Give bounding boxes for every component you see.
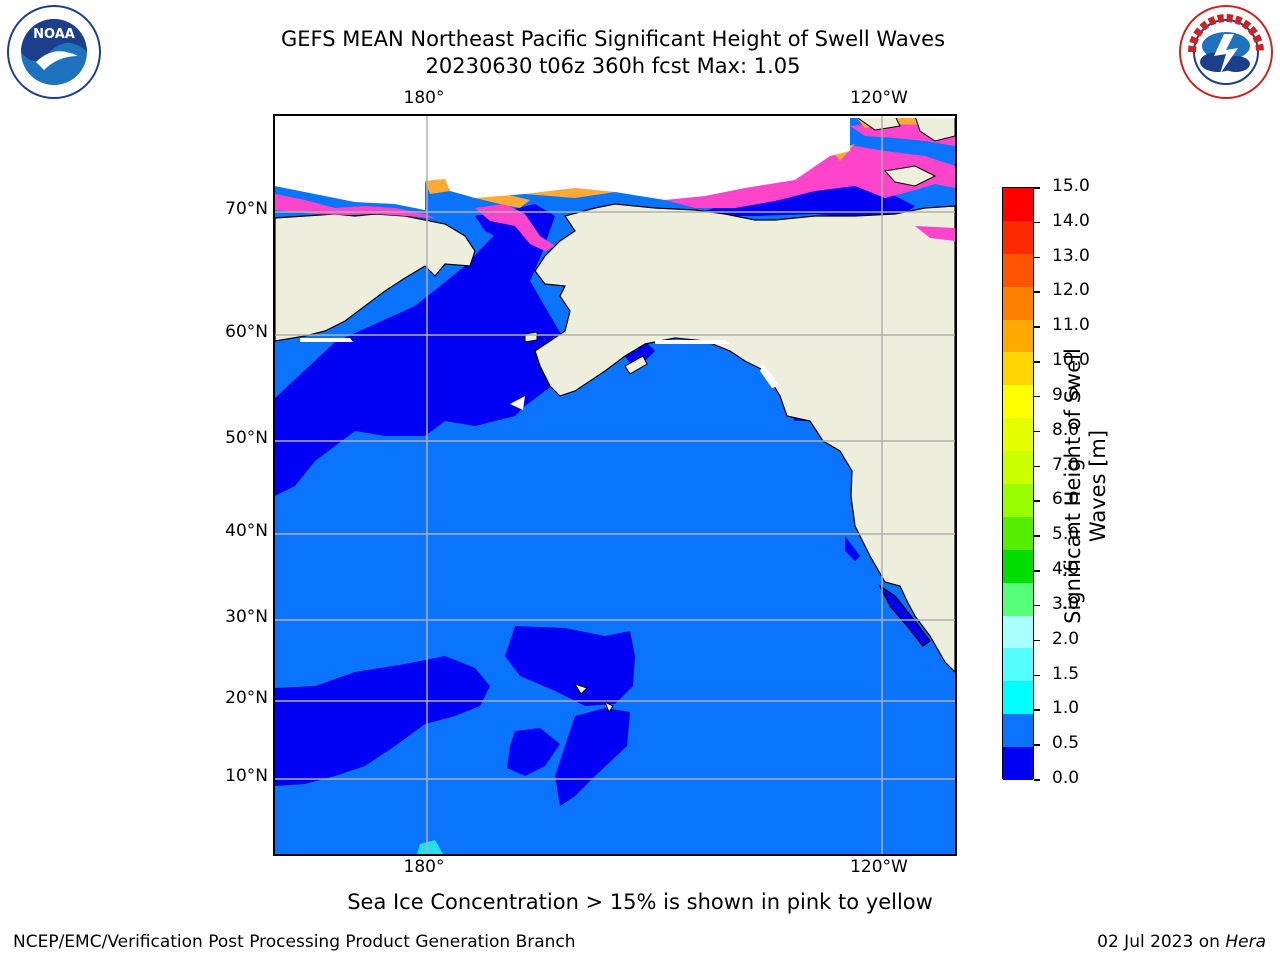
colorbar-tick [1034,430,1040,433]
low-swell-regions [275,178,915,806]
colorbar-tick-label: 0.5 [1052,733,1080,754]
colorbar-segment [1003,385,1033,419]
colorbar [1002,187,1034,781]
colorbar-tick [1034,291,1040,293]
noaa-logo-icon: NOAA [6,4,102,100]
colorbar-tick-label: 14.0 [1052,210,1090,231]
colorbar-tick-label: 7.0 [1052,454,1080,475]
colorbar-segment [1003,549,1033,584]
map-panel [273,114,957,856]
colorbar-segment [1003,516,1033,551]
lat-label-30n: 30°N [225,607,268,627]
footer-date: 02 Jul 2023 on Hera [1097,932,1266,952]
lat-label-60n: 60°N [225,322,268,342]
colorbar-tick-label: 13.0 [1052,245,1090,266]
colorbar-segment [1003,286,1033,321]
colorbar-tick [1034,570,1040,572]
footer-credit: NCEP/EMC/Verification Post Processing Pr… [13,932,576,952]
colorbar-tick-label: 4.0 [1052,559,1080,580]
colorbar-segment [1003,352,1033,386]
colorbar-segment [1003,648,1033,682]
nws-logo-icon [1178,4,1274,100]
lon-label-top-120w: 120°W [850,88,908,108]
sea-ice-caption: Sea Ice Concentration > 15% is shown in … [347,890,933,914]
lon-label-bottom-120w: 120°W [850,857,908,877]
colorbar-tick-label: 8.0 [1052,419,1080,440]
colorbar-tick [1034,221,1040,224]
colorbar-segment [1003,220,1033,255]
colorbar-segment [1003,484,1033,518]
colorbar-tick [1034,361,1040,363]
colorbar-segment [1003,582,1033,617]
lat-label-10n: 10°N [225,766,268,786]
footer-date-text: 02 Jul 2023 on [1097,932,1226,952]
colorbar-tick [1034,465,1040,468]
map-title: GEFS MEAN Northeast Pacific Significant … [280,27,946,51]
colorbar-tick-label: 1.5 [1052,663,1080,684]
lat-label-70n: 70°N [225,199,268,219]
colorbar-tick [1034,535,1040,537]
colorbar-tick [1034,674,1040,677]
colorbar-tick [1034,187,1040,189]
colorbar-segment [1003,451,1033,485]
colorbar-tick-label: 1.0 [1052,698,1080,719]
colorbar-segment [1003,319,1033,353]
map-subtitle: 20230630 t06z 360h fcst Max: 1.05 [425,54,801,78]
colorbar-tick-label: 3.0 [1052,593,1080,614]
colorbar-tick-label: 9.0 [1052,384,1080,405]
footer-machine: Hera [1225,932,1266,952]
colorbar-segment [1003,747,1033,781]
colorbar-segment [1003,253,1033,288]
colorbar-tick [1034,709,1040,711]
lon-label-top-180: 180° [403,88,445,108]
colorbar-tick [1034,395,1040,398]
colorbar-segment [1003,615,1033,649]
colorbar-tick-label: 11.0 [1052,315,1090,336]
lat-label-50n: 50°N [225,428,268,448]
colorbar-tick-label: 0.0 [1052,768,1080,788]
swell-patch-cyan [417,840,443,854]
colorbar-tick [1034,326,1040,328]
colorbar-segment [1003,714,1033,748]
lat-label-20n: 20°N [225,688,268,708]
colorbar-tick [1034,744,1040,746]
noaa-logo-text: NOAA [33,27,75,42]
colorbar-tick [1034,779,1040,781]
graticule [275,116,955,854]
colorbar-tick-label: 5.0 [1052,524,1080,545]
land-masses [275,203,955,673]
lon-label-bottom-180: 180° [403,857,445,877]
colorbar-segment [1003,681,1033,715]
colorbar-tick-label: 10.0 [1052,350,1090,371]
colorbar-tick-label: 2.0 [1052,628,1080,649]
colorbar-tick-label: 6.0 [1052,489,1080,510]
colorbar-tick-label: 12.0 [1052,280,1090,301]
colorbar-tick [1034,639,1040,642]
colorbar-tick-label: 15.0 [1052,176,1090,196]
colorbar-tick [1034,256,1040,259]
colorbar-segment [1003,418,1033,452]
colorbar-tick [1034,604,1040,607]
lat-label-40n: 40°N [225,521,268,541]
colorbar-segment [1003,188,1033,222]
colorbar-tick [1034,500,1040,502]
